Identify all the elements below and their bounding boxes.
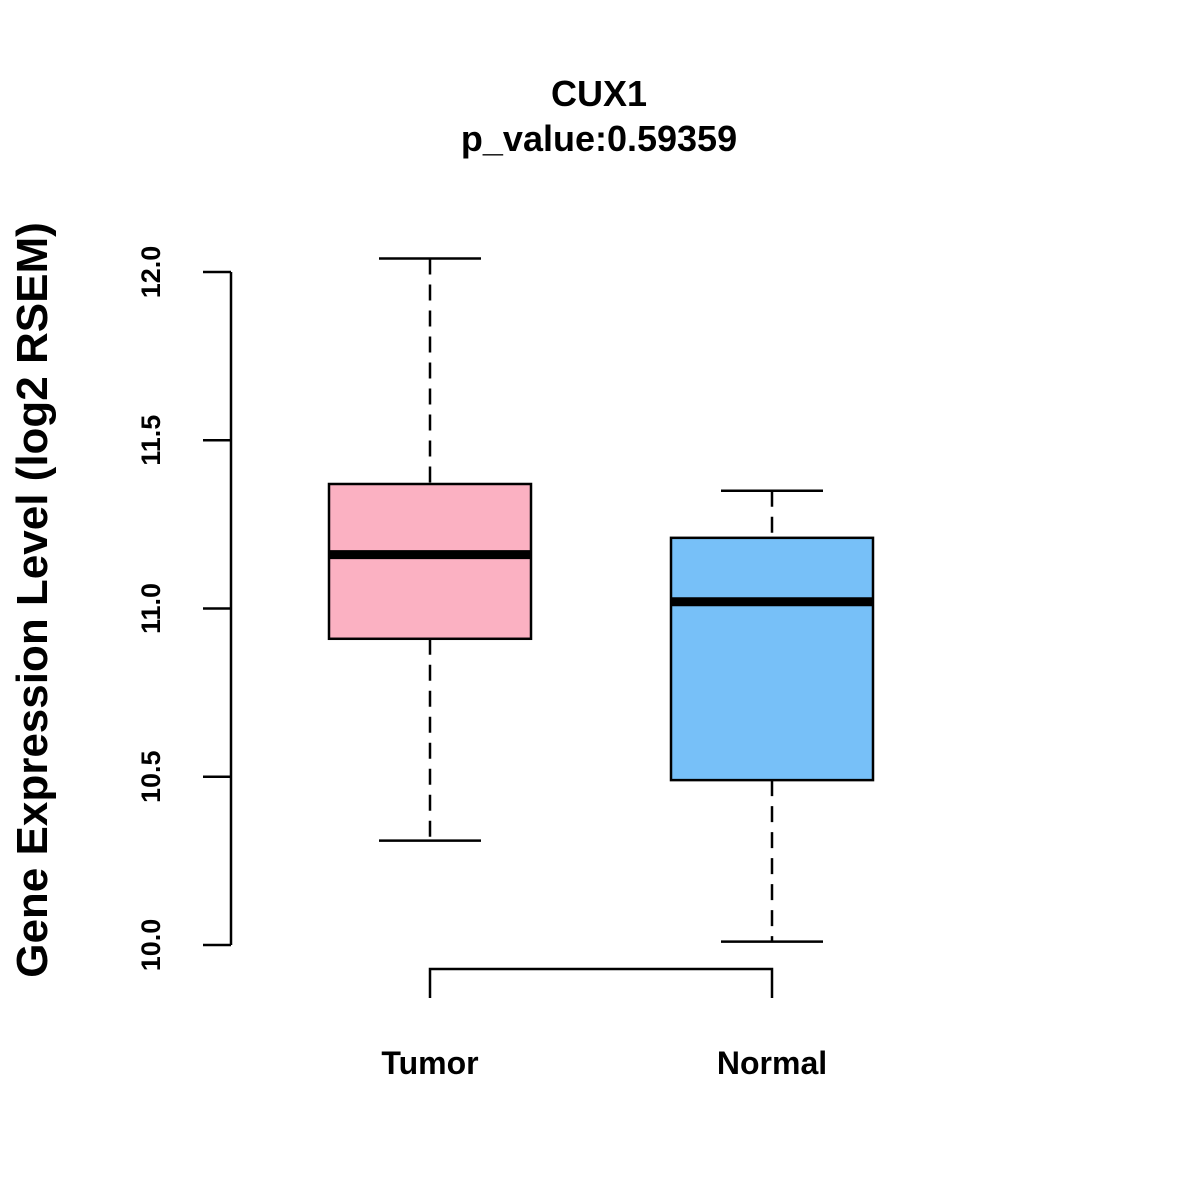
chart-subtitle: p_value:0.59359 xyxy=(461,118,737,159)
y-axis-label: Gene Expression Level (log2 RSEM) xyxy=(8,222,57,978)
y-tick-label-3: 11.5 xyxy=(136,415,166,466)
tumor-box xyxy=(327,482,533,641)
y-axis: 10.0 10.5 11.0 11.5 12.0 xyxy=(136,246,233,972)
y-tick-label-4: 12.0 xyxy=(136,246,166,299)
x-label-tumor: Tumor xyxy=(381,1045,478,1081)
x-axis-labels: Tumor Normal xyxy=(381,1045,827,1081)
chart-title: CUX1 xyxy=(551,73,647,114)
comparison-bracket xyxy=(428,967,774,998)
y-tick-label-1: 10.5 xyxy=(136,750,166,803)
y-tick-label-0: 10.0 xyxy=(136,919,166,972)
x-label-normal: Normal xyxy=(717,1045,827,1081)
normal-box xyxy=(669,536,875,782)
boxes xyxy=(327,257,875,943)
y-tick-label-2: 11.0 xyxy=(136,583,166,634)
bracket-line xyxy=(428,967,774,998)
